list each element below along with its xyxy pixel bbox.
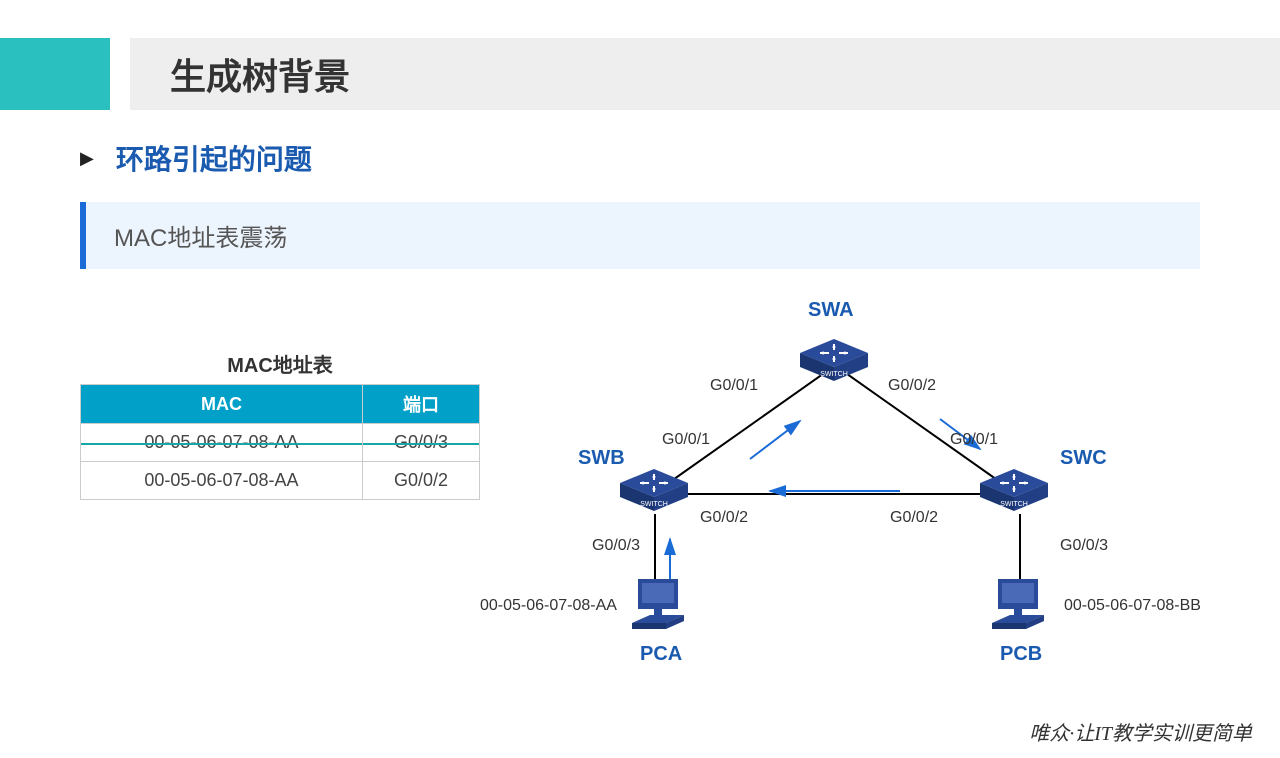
- port-label: G0/0/1: [950, 431, 998, 449]
- accent-block: [0, 38, 110, 110]
- node-label-swb: SWB: [578, 447, 625, 470]
- section-header: ▶ 环路引起的问题: [80, 138, 1200, 178]
- port-label: G0/0/1: [662, 431, 710, 449]
- mac-col-header: MAC: [81, 385, 363, 424]
- mac-label-pcb: 00-05-06-07-08-BB: [1064, 597, 1201, 615]
- mac-table: MAC 端口 00-05-06-07-08-AAG0/0/300-05-06-0…: [80, 384, 480, 500]
- diagram-svg: SWITCH SWITCH SWITCH: [520, 299, 1240, 679]
- port-label: G0/0/3: [1060, 537, 1108, 555]
- pc-icon: [992, 579, 1044, 629]
- switch-icon: SWITCH: [800, 339, 868, 381]
- port-col-header: 端口: [362, 385, 479, 424]
- section: ▶ 环路引起的问题 MAC地址表震荡: [0, 110, 1280, 269]
- pc-icon: [632, 579, 684, 629]
- mac-cell: 00-05-06-07-08-AA: [81, 424, 363, 462]
- port-label: G0/0/2: [700, 509, 748, 527]
- section-title: 环路引起的问题: [116, 138, 312, 178]
- left-column: MAC地址表 MAC 端口 00-05-06-07-08-AAG0/0/300-…: [80, 299, 480, 679]
- node-label-swc: SWC: [1060, 447, 1107, 470]
- bullet-icon: ▶: [80, 148, 94, 169]
- header-row: 生成树背景: [0, 38, 1280, 110]
- sub-callout: MAC地址表震荡: [80, 202, 1200, 269]
- footer-text: 唯众·让IT教学实训更简单: [1029, 717, 1252, 746]
- mac-table-title: MAC地址表: [80, 349, 480, 378]
- port-cell: G0/0/3: [362, 424, 479, 462]
- content-area: MAC地址表 MAC 端口 00-05-06-07-08-AAG0/0/300-…: [0, 269, 1280, 679]
- port-label: G0/0/3: [592, 537, 640, 555]
- port-label: G0/0/1: [710, 377, 758, 395]
- node-label-pcb: PCB: [1000, 643, 1042, 666]
- port-label: G0/0/2: [890, 509, 938, 527]
- node-label-pca: PCA: [640, 643, 682, 666]
- title-block: 生成树背景: [130, 38, 1280, 110]
- svg-text:SWITCH: SWITCH: [820, 371, 848, 378]
- page-title: 生成树背景: [170, 48, 350, 100]
- node-label-swa: SWA: [808, 299, 854, 322]
- mac-cell: 00-05-06-07-08-AA: [81, 462, 363, 500]
- mac-label-pca: 00-05-06-07-08-AA: [480, 597, 617, 615]
- svg-text:SWITCH: SWITCH: [1000, 501, 1028, 508]
- svg-text:SWITCH: SWITCH: [640, 501, 668, 508]
- port-cell: G0/0/2: [362, 462, 479, 500]
- diagram: SWITCH SWITCH SWITCH SWA SWB SWC PCA 00-05-06-…: [520, 299, 1220, 679]
- port-label: G0/0/2: [888, 377, 936, 395]
